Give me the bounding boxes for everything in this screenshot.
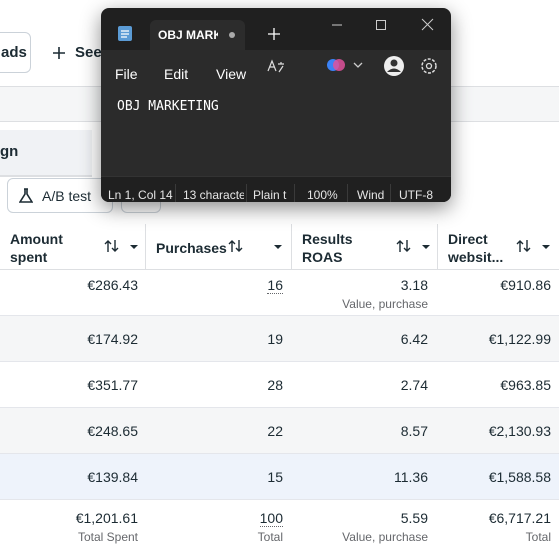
table-row: €351.77 28 2.74 €963.85 [0, 362, 559, 408]
sort-icon[interactable] [228, 239, 284, 253]
total-label: Total Spent [77, 530, 138, 544]
button-label: ads [1, 44, 27, 61]
table-cell: €351.77 [87, 377, 138, 393]
table-cell: €248.65 [87, 423, 138, 439]
table-row: €139.84 15 11.36 €1,588.58 [0, 454, 559, 500]
total-cell: €1,201.61 [75, 510, 138, 526]
table-cell: 28 [267, 377, 283, 393]
table-cell: €174.92 [87, 331, 138, 347]
total-label: Value, purchase [342, 530, 428, 544]
status-item: UTF-8 [399, 188, 433, 202]
header-text: Results [302, 231, 353, 247]
button-label: A/B test [42, 188, 92, 204]
separator [347, 184, 348, 202]
format-icon[interactable] [267, 58, 285, 74]
menu-item[interactable]: File [115, 66, 138, 82]
table-cell: €2,130.93 [488, 423, 551, 439]
total-label: Total [257, 530, 283, 544]
total-row: €1,201.61 Total Spent 100 Total 5.59 Value, p… [0, 500, 559, 554]
table-cell: 16 [267, 277, 283, 294]
table-cell: €963.85 [500, 377, 551, 393]
table-cell: €910.86 [500, 277, 551, 293]
header-cell: Amount spent [0, 224, 146, 270]
button-label[interactable]: See [75, 44, 102, 61]
table-cell: €1,122.99 [488, 331, 551, 347]
header-cell: Results ROAS [292, 224, 438, 270]
flask-icon [19, 188, 33, 203]
table-cell: 19 [267, 331, 283, 347]
separator [390, 184, 391, 202]
table-cell: €1,588.58 [488, 469, 551, 485]
tab[interactable]: gn [0, 130, 92, 177]
table-cell: 2.74 [400, 377, 428, 393]
window-controls[interactable] [331, 16, 441, 34]
table-cell: 11.36 [394, 469, 428, 485]
status-item: Plain t [253, 188, 287, 202]
table-row: €248.65 22 8.57 €2,130.93 [0, 408, 559, 454]
table-cell: 3.18 [400, 277, 428, 293]
new-tab-button[interactable] [267, 27, 281, 41]
settings-icon[interactable] [419, 56, 439, 76]
separator [246, 184, 247, 202]
cell-note: Value, purchase [342, 297, 428, 311]
table-cell: 6.42 [400, 331, 428, 347]
header-text: ROAS [302, 249, 343, 265]
tab-label: gn [0, 143, 19, 160]
menu-item[interactable]: View [216, 66, 247, 82]
table-cell: 15 [267, 469, 283, 485]
header-cell: Direct websit... [438, 224, 559, 270]
total-cell: 5.59 [400, 510, 428, 526]
button[interactable]: ads [0, 32, 31, 73]
header-text: websit... [448, 249, 504, 265]
copilot-icon[interactable] [327, 56, 367, 74]
header-text: Amount [10, 231, 63, 247]
header-text: spent [10, 249, 48, 265]
status-item: 13 characte [183, 188, 244, 202]
separator [175, 184, 176, 202]
menu-item[interactable]: Edit [164, 66, 189, 82]
header-text: Purchases [156, 240, 227, 256]
total-cell: €6,717.21 [488, 510, 551, 526]
table-header: Amount spent Purchases Results ROAS Direct… [0, 224, 559, 270]
total-cell: 100 [259, 510, 283, 527]
table-cell: €139.84 [87, 469, 138, 485]
notepad-window: OBJ MARK File Edit View OBJ MARKETING Ln… [101, 8, 451, 202]
ab-test-button[interactable]: A/B test [7, 178, 113, 213]
header-text: Direct [448, 231, 488, 247]
unsaved-dot [229, 32, 235, 38]
sort-icon[interactable] [396, 239, 430, 253]
header-cell: Purchases [146, 224, 292, 270]
tab-title: OBJ MARK [158, 28, 218, 42]
app-icon [118, 26, 132, 41]
table-cell: 22 [267, 423, 283, 439]
table-cell: €286.43 [87, 277, 138, 293]
separator [294, 184, 295, 202]
table-row: €174.92 19 6.42 €1,122.99 [0, 316, 559, 362]
status-bar [101, 176, 451, 202]
plus-icon [53, 47, 65, 59]
status-item: Wind [357, 188, 385, 202]
editor-text: OBJ MARKETING [117, 99, 219, 114]
table-row: €286.43 16 3.18 €910.86 Value, purchase [0, 270, 559, 316]
total-label: Total [525, 530, 551, 544]
status-item: Ln 1, Col 14 [108, 188, 173, 202]
sort-icon[interactable] [516, 239, 550, 253]
status-item: 100% [307, 188, 338, 202]
active-tab[interactable]: OBJ MARK [150, 20, 245, 50]
sort-icon[interactable] [104, 239, 138, 253]
account-icon[interactable] [383, 55, 405, 77]
table-cell: 8.57 [400, 423, 428, 439]
